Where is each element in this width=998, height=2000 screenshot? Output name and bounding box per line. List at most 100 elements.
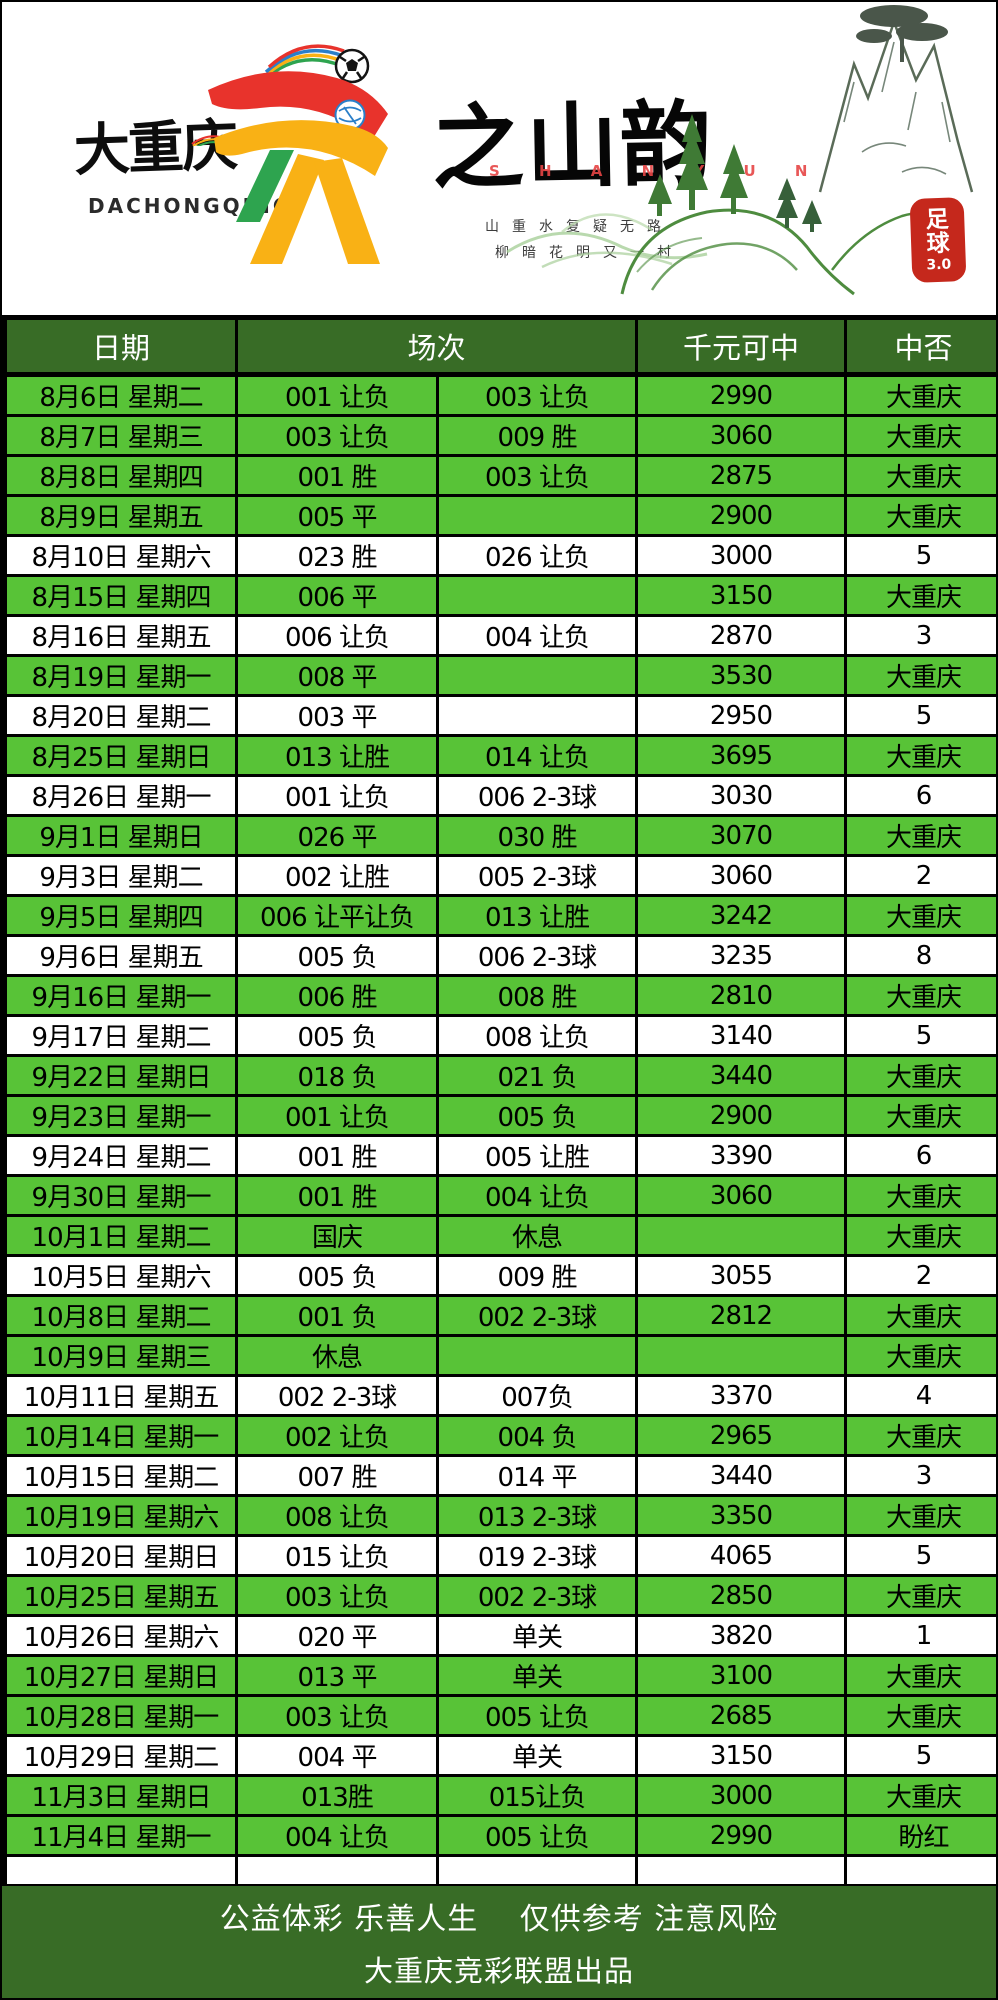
cell-date: 10月25日 星期五 (3, 1574, 238, 1617)
cell-match-1: 005 平 (235, 494, 439, 537)
header-banner: 大重庆 DACHONGQING (2, 2, 996, 315)
footer-banner: 公益体彩 乐善人生 仅供参考 注意风险 大重庆竞彩联盟出品 (2, 1884, 996, 1998)
cell-match-1: 001 胜 (235, 1174, 439, 1217)
cell-result: 大重庆 (844, 1094, 996, 1137)
cell-date: 10月15日 星期二 (3, 1454, 238, 1497)
cell-match-1: 013 让胜 (235, 734, 439, 777)
cell-match-1: 006 让平让负 (235, 894, 439, 937)
cell-match-1: 001 让负 (235, 1094, 439, 1137)
cell-result: 大重庆 (844, 373, 996, 417)
table-row: 8月6日 星期二 001 让负 003 让负 2990 大重庆 (3, 373, 996, 417)
cell-match-2: 021 负 (435, 1054, 639, 1097)
cell-date: 9月23日 星期一 (3, 1094, 238, 1137)
cell-match-1: 018 负 (235, 1054, 439, 1097)
cell-match-1: 休息 (235, 1334, 439, 1377)
cell-result: 大重庆 (844, 494, 996, 537)
table-row: 10月14日 星期一 002 让负 004 负 2965 大重庆 (3, 1414, 996, 1457)
cell-result: 大重庆 (844, 1694, 996, 1737)
table-row: 8月16日 星期五 006 让负 004 让负 2870 3 (3, 614, 996, 657)
cell-prize: 2875 (635, 454, 848, 497)
table-row: 10月9日 星期三 休息 大重庆 (3, 1334, 996, 1377)
table-row: 10月8日 星期二 001 负 002 2-3球 2812 大重庆 (3, 1294, 996, 1337)
table-row: 10月25日 星期五 003 让负 002 2-3球 2850 大重庆 (3, 1574, 996, 1617)
cell-result: 大重庆 (844, 414, 996, 457)
cell-match-1: 003 平 (235, 694, 439, 737)
table-row: 8月7日 星期三 003 让负 009 胜 3060 大重庆 (3, 414, 996, 457)
cell-date: 9月16日 星期一 (3, 974, 238, 1017)
cell-date: 10月28日 星期一 (3, 1694, 238, 1737)
cell-date: 10月14日 星期一 (3, 1414, 238, 1457)
table-row: 10月28日 星期一 003 让负 005 让负 2685 大重庆 (3, 1694, 996, 1737)
cell-match-1: 005 负 (235, 934, 439, 977)
cell-match-1: 003 让负 (235, 1574, 439, 1617)
table-row: 10月27日 星期日 013 平单关 3100 大重庆 (3, 1654, 996, 1697)
cell-date: 10月20日 星期日 (3, 1534, 238, 1577)
cell-result: 大重庆 (844, 1294, 996, 1337)
cell-match-2: 004 负 (435, 1414, 639, 1457)
cell-result: 大重庆 (844, 1334, 996, 1377)
cell-result: 2 (844, 854, 996, 897)
cell-match-2: 008 让负 (435, 1014, 639, 1057)
cell-result: 6 (844, 1134, 996, 1177)
cell-prize: 3242 (635, 894, 848, 937)
cell-result: 3 (844, 614, 996, 657)
cell-match-2: 005 负 (435, 1094, 639, 1137)
cell-result: 大重庆 (844, 1774, 996, 1817)
col-header-matches: 场次 (234, 316, 639, 377)
cell-match-2: 002 2-3球 (435, 1294, 639, 1337)
cell-match-2: 008 胜 (435, 974, 639, 1017)
cell-result: 大重庆 (844, 1574, 996, 1617)
cell-match-2 (435, 1334, 639, 1377)
cell-date: 8月20日 星期二 (3, 694, 238, 737)
cell-prize: 2870 (635, 614, 848, 657)
cell-match-1: 006 让负 (235, 614, 439, 657)
cell-match-1: 013 平 (235, 1654, 439, 1697)
col-header-result: 中否 (844, 316, 996, 377)
cell-match-2: 005 让负 (435, 1694, 639, 1737)
cell-match-2: 005 2-3球 (435, 854, 639, 897)
cell-date: 8月16日 星期五 (3, 614, 238, 657)
table-row: 10月1日 星期二 国庆 休息 大重庆 (3, 1214, 996, 1257)
cell-result: 4 (844, 1374, 996, 1417)
cell-prize: 2685 (635, 1694, 848, 1737)
cell-result: 大重庆 (844, 1414, 996, 1457)
cell-prize: 3370 (635, 1374, 848, 1417)
cell-date: 11月3日 星期日 (3, 1774, 238, 1817)
cell-match-1: 001 负 (235, 1294, 439, 1337)
table-row: 10月5日 星期六 005 负 009 胜 3055 2 (3, 1254, 996, 1297)
cell-match-2: 026 让负 (435, 534, 639, 577)
cell-date: 9月3日 星期二 (3, 854, 238, 897)
poem-line-1: 山重水复疑无路 (485, 219, 674, 235)
cell-match-2: 004 让负 (435, 614, 639, 657)
table-row: 10月15日 星期二 007 胜 014 平 3440 3 (3, 1454, 996, 1497)
table-row: 9月22日 星期日 018 负 021 负 3440 大重庆 (3, 1054, 996, 1097)
cell-result: 3 (844, 1454, 996, 1497)
cell-match-2: 014 让负 (435, 734, 639, 777)
cell-match-2: 013 让胜 (435, 894, 639, 937)
col-header-prize: 千元可中 (635, 316, 848, 377)
cell-prize: 3140 (635, 1014, 848, 1057)
cell-prize: 3820 (635, 1614, 848, 1657)
cell-match-1: 国庆 (235, 1214, 439, 1257)
cell-match-1: 001 胜 (235, 454, 439, 497)
cell-result: 大重庆 (844, 1494, 996, 1537)
cell-prize (635, 1214, 848, 1257)
cell-date: 8月9日 星期五 (3, 494, 238, 537)
cell-match-2 (435, 694, 639, 737)
cell-prize: 3060 (635, 854, 848, 897)
col-header-date: 日期 (3, 316, 238, 377)
cell-result: 大重庆 (844, 654, 996, 697)
cell-prize: 2965 (635, 1414, 848, 1457)
cell-result: 5 (844, 1534, 996, 1577)
table-row: 9月23日 星期一 001 让负 005 负 2900 大重庆 (3, 1094, 996, 1137)
cell-prize (635, 1334, 848, 1377)
table-row: 10月26日 星期六 020 平单关 3820 1 (3, 1614, 996, 1657)
table-row: 8月9日 星期五 005 平 2900 大重庆 (3, 494, 996, 537)
cell-match-2 (435, 574, 639, 617)
cell-match-1: 003 让负 (235, 414, 439, 457)
cell-date: 8月10日 星期六 (3, 534, 238, 577)
cell-match-1: 015 让负 (235, 1534, 439, 1577)
cell-match-1: 001 胜 (235, 1134, 439, 1177)
cell-result: 大重庆 (844, 454, 996, 497)
seal-version: 3.0 (926, 256, 952, 274)
